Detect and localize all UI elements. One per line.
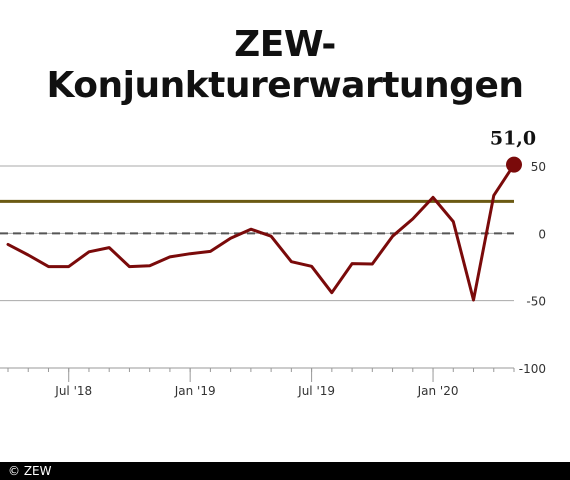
- grid: [0, 165, 514, 369]
- data-point: [87, 250, 90, 253]
- data-point: [249, 228, 252, 231]
- data-point: [270, 235, 273, 238]
- x-axis: Jul '18 Jan '19 Jul '19 Jan '20: [0, 367, 515, 398]
- y-tick-label: 0: [538, 227, 546, 241]
- x-tick-label: Jul '19: [297, 384, 335, 398]
- data-point: [411, 217, 414, 220]
- data-point: [108, 246, 111, 249]
- data-point: [148, 264, 151, 267]
- data-point: [432, 196, 435, 199]
- y-tick-label: -50: [526, 295, 546, 309]
- reference-lines: [0, 199, 514, 235]
- y-axis: 50 0 -50 -100: [519, 160, 546, 376]
- x-tick-label: Jan '19: [174, 384, 216, 398]
- data-point: [492, 194, 495, 197]
- data-point: [391, 235, 394, 238]
- data-point: [209, 250, 212, 253]
- last-value-label: 51,0: [490, 128, 536, 150]
- data-point: [189, 252, 192, 255]
- data-point: [47, 265, 50, 268]
- data-point: [229, 237, 232, 240]
- data-point: [168, 255, 171, 258]
- y-tick-label: -100: [519, 362, 546, 376]
- series-line: [6, 163, 516, 302]
- copyright-footer: © ZEW: [0, 462, 570, 480]
- chart-title: ZEW-Konjunkturerwartungen: [46, 24, 524, 106]
- data-point: [351, 262, 354, 265]
- data-point: [27, 254, 30, 257]
- x-tick-label: Jan '20: [417, 384, 459, 398]
- data-point: [371, 263, 374, 266]
- data-point: [472, 298, 475, 301]
- data-point: [7, 243, 10, 246]
- data-point: [330, 291, 333, 294]
- data-point: [128, 265, 131, 268]
- y-tick-label: 50: [531, 160, 546, 174]
- data-point: [310, 265, 313, 268]
- last-value-marker: [506, 156, 522, 173]
- x-tick-label: Jul '18: [54, 384, 92, 398]
- data-point: [290, 260, 293, 263]
- series: 51,0: [6, 128, 536, 302]
- line-chart: Jul '18 Jan '19 Jul '19 Jan '20 500-50-100 …: [0, 128, 546, 398]
- data-point: [452, 220, 455, 223]
- data-point: [67, 265, 70, 268]
